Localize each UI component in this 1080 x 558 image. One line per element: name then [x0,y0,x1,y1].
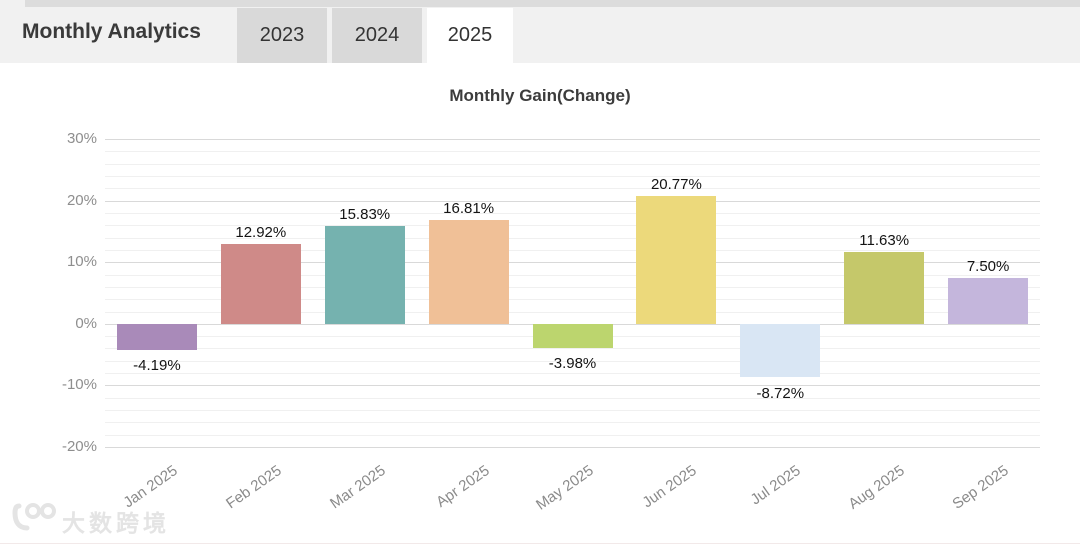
gridline-minor [105,225,1040,227]
bar-may-2025[interactable] [532,323,613,349]
gridline-minor [105,286,1040,288]
gridline-minor [105,397,1040,399]
y-axis-label: 30% [66,130,97,147]
x-axis-label: Jun 2025 [639,462,701,512]
y-axis-label: 20% [66,191,97,209]
bar-sep-2025[interactable] [948,277,1029,324]
gridline-major [105,447,1040,448]
bar-value-label: 11.63% [859,232,910,250]
year-tabs: 2023 2024 2025 [237,8,513,63]
gridline-minor [105,188,1040,190]
watermark-logo-icon [12,502,56,540]
watermark-text: 大数跨境 [62,510,170,536]
bar-value-label: 16.81% [443,200,495,218]
bar-value-label: 20.77% [650,175,702,193]
bar-jun-2025[interactable] [636,195,717,324]
x-axis-label: Sep 2025 [949,462,1012,513]
x-axis-label: Feb 2025 [222,462,285,513]
bar-value-label: -8.72% [756,384,805,402]
gridline-major [105,139,1040,140]
gridline-minor [105,311,1040,313]
tab-2024[interactable]: 2024 [332,8,422,63]
bar-aug-2025[interactable] [844,252,925,324]
tab-2023[interactable]: 2023 [237,8,327,63]
gridline-minor [105,360,1040,362]
bar-feb-2025[interactable] [220,244,301,324]
x-axis-label: Aug 2025 [845,462,908,513]
bar-value-label: -4.19% [133,356,181,374]
bar-chart: 30% 20% 10% 0% -10% -20% -4.19% Jan 2025 12.92% F… [62,130,1040,514]
bar-apr-2025[interactable] [428,220,509,324]
y-axis-label: 0% [75,314,97,332]
gridline-minor [105,299,1040,301]
gridline-major [105,385,1040,387]
y-axis-label: -20% [61,438,97,455]
gridline-minor [105,163,1040,165]
bottom-divider [0,543,1080,544]
bar-value-label: 15.83% [339,206,391,224]
bar-value-label: 12.92% [235,224,287,242]
gridline-minor [105,274,1040,276]
page-title: Monthly Analytics [22,20,201,43]
x-axis-label: Jul 2025 [747,462,805,509]
gridline-major [105,262,1040,264]
gridline-minor [105,422,1040,424]
bar-jul-2025[interactable] [740,323,821,378]
gridline-minor [105,249,1040,251]
bar-value-label: 7.50% [966,257,1010,275]
gridline-minor [105,348,1040,350]
gridline-minor [105,212,1040,214]
gridline-minor [105,434,1040,436]
gridline-minor [105,176,1040,177]
header-top-strip [25,0,1080,7]
gridline-minor [105,237,1040,239]
gridline-minor [105,151,1040,153]
x-axis-label: May 2025 [532,462,597,514]
gridline-major [105,200,1040,202]
gridline-minor [105,410,1040,411]
tab-2025[interactable]: 2025 [427,8,513,63]
bar-value-label: -3.98% [548,355,597,373]
watermark: 大数跨境 [12,502,170,540]
x-axis-label: Apr 2025 [432,462,493,511]
gridline-minor [105,373,1040,375]
bar-mar-2025[interactable] [324,226,405,324]
y-axis-label: 10% [66,253,97,271]
bar-jan-2025[interactable] [116,323,197,350]
header: Monthly Analytics 2023 2024 2025 [0,0,1080,63]
y-axis-label: -10% [61,376,97,394]
x-axis-label: Mar 2025 [326,462,389,513]
chart-title: Monthly Gain(Change) [449,86,631,105]
